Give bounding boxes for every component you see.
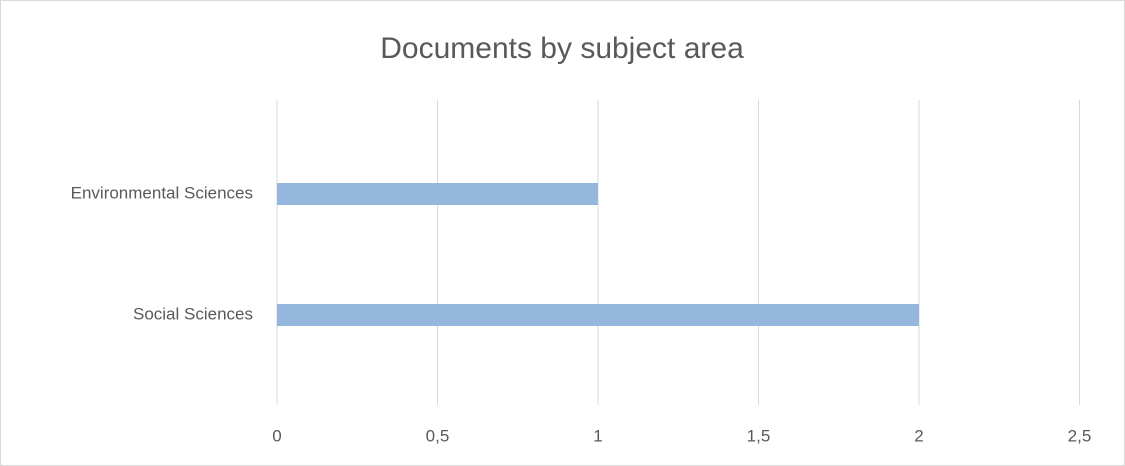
x-tick-label: 0 (272, 426, 281, 445)
x-tick-label: 2 (914, 426, 923, 445)
x-tick-label: 1 (593, 426, 602, 445)
chart-title: Documents by subject area (380, 32, 744, 65)
y-tick-label: Social Sciences (133, 304, 253, 323)
x-tick-label: 1,5 (747, 426, 771, 445)
x-tick-label: 0,5 (426, 426, 450, 445)
x-tick-label: 2,5 (1068, 426, 1092, 445)
bar (277, 304, 919, 326)
bar (277, 183, 598, 205)
y-tick-label: Environmental Sciences (71, 183, 253, 202)
